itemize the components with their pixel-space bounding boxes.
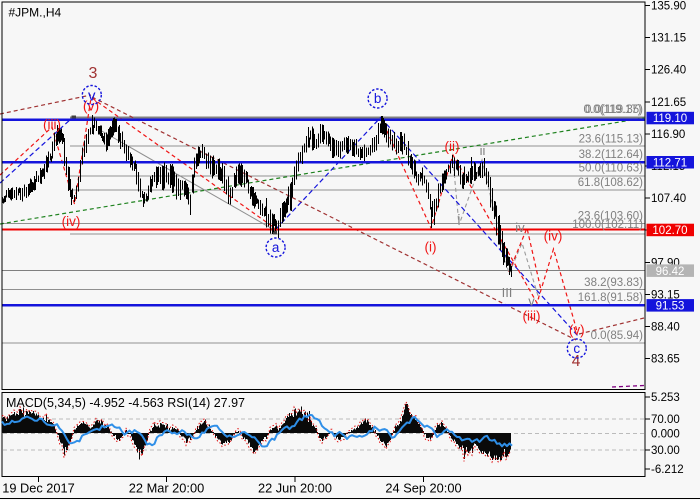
svg-text:19 Dec 2017: 19 Dec 2017	[2, 481, 75, 496]
svg-text:83.65: 83.65	[651, 354, 680, 366]
svg-text:23.6(103.60): 23.6(103.60)	[578, 211, 643, 223]
svg-text:5.253: 5.253	[651, 392, 680, 404]
svg-text:ii: ii	[480, 143, 486, 158]
svg-text:c: c	[573, 341, 580, 356]
svg-text:93.15: 93.15	[651, 289, 680, 301]
svg-text:126.40: 126.40	[651, 65, 686, 77]
svg-text:23.6(115.13): 23.6(115.13)	[579, 134, 644, 146]
svg-text:0.0(119.35): 0.0(119.35)	[585, 104, 643, 116]
svg-text:(v): (v)	[569, 323, 585, 338]
svg-text:iv: iv	[515, 220, 525, 235]
svg-text:-6.212: -6.212	[651, 464, 684, 476]
svg-text:24 Sep 20:00: 24 Sep 20:00	[385, 481, 461, 496]
svg-text:(v): (v)	[83, 98, 99, 114]
svg-text:96.42: 96.42	[656, 266, 685, 278]
svg-text:0.0(85.94): 0.0(85.94)	[591, 330, 644, 342]
svg-text:4: 4	[572, 353, 581, 370]
svg-text:102.70: 102.70	[652, 225, 687, 237]
svg-text:MACD(5,34,5) -4.952 -4.563 RSI: MACD(5,34,5) -4.952 -4.563 RSI(14) 27.97	[6, 396, 245, 410]
svg-text:30.00: 30.00	[651, 445, 680, 457]
svg-text:3: 3	[89, 65, 98, 82]
svg-text:50.0(110.63): 50.0(110.63)	[579, 163, 644, 175]
svg-text:161.8(91.58): 161.8(91.58)	[578, 292, 643, 304]
svg-text:61.8(108.62): 61.8(108.62)	[578, 177, 643, 189]
svg-text:(iii): (iii)	[523, 309, 541, 324]
svg-text:a: a	[272, 240, 280, 255]
svg-text:III: III	[502, 285, 513, 300]
svg-text:112.71: 112.71	[653, 157, 687, 169]
svg-text:(i): (i)	[425, 240, 437, 255]
svg-text:v: v	[528, 294, 535, 309]
svg-text:131.15: 131.15	[651, 33, 686, 45]
svg-text:22 Mar 20:00: 22 Mar 20:00	[129, 481, 204, 496]
svg-text:(ii): (ii)	[445, 139, 460, 154]
svg-text:100.0(102.11): 100.0(102.11)	[572, 219, 643, 231]
svg-text:v: v	[88, 87, 96, 104]
svg-text:b: b	[374, 91, 382, 106]
svg-text:88.40: 88.40	[651, 322, 680, 334]
svg-text:121.65: 121.65	[651, 97, 686, 109]
svg-text:135.90: 135.90	[651, 1, 686, 13]
svg-text:70.00: 70.00	[651, 414, 680, 426]
svg-text:38.2(112.64): 38.2(112.64)	[579, 149, 644, 161]
svg-text:107.40: 107.40	[651, 193, 686, 205]
svg-text:0.000: 0.000	[651, 429, 680, 441]
svg-text:91.53: 91.53	[656, 301, 685, 313]
svg-text:116.90: 116.90	[651, 129, 685, 141]
svg-text:(iii): (iii)	[43, 117, 61, 132]
svg-text:#JPM.,H4: #JPM.,H4	[9, 6, 62, 20]
svg-text:(iv): (iv)	[62, 214, 81, 229]
svg-text:38.2(93.83): 38.2(93.83)	[584, 277, 643, 289]
svg-text:(iv): (iv)	[544, 229, 563, 244]
svg-text:22 Jun 20:00: 22 Jun 20:00	[258, 481, 332, 496]
svg-text:i: i	[458, 212, 461, 227]
svg-text:119.10: 119.10	[653, 113, 687, 125]
svg-text:0.0(119.17): 0.0(119.17)	[584, 104, 642, 116]
